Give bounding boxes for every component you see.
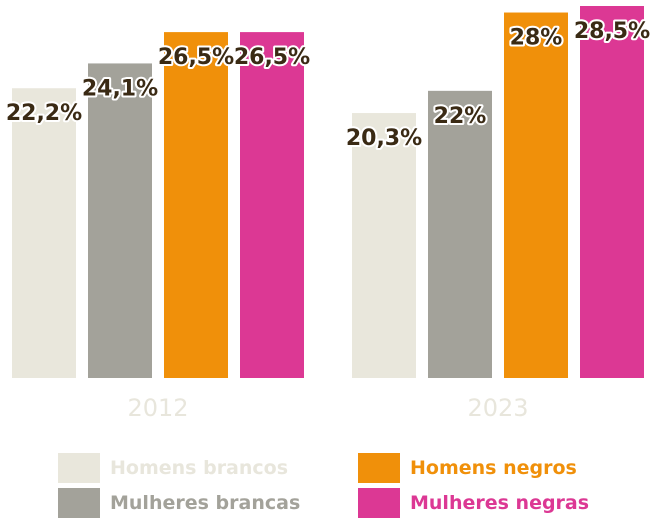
legend-label-homens-brancos: Homens brancos (110, 457, 289, 479)
legend-item-mulheres-negras: Mulheres negras (358, 488, 589, 518)
bar-mulheres-negras-2023 (580, 6, 644, 378)
legend-swatch-homens-negros (358, 453, 400, 483)
legend-label-mulheres-negras: Mulheres negras (410, 492, 590, 514)
legend-item-mulheres-brancas: Mulheres brancas (58, 488, 300, 518)
data-label-mulheres-negras-2023: 28,5% (574, 19, 650, 44)
data-label-mulheres-negras-2012: 26,5% (234, 45, 310, 70)
data-label-homens-brancos-2023: 20,3% (346, 126, 422, 151)
data-label-mulheres-brancas-2012: 24,1% (82, 76, 158, 101)
category-label-2012: 2012 (127, 394, 188, 422)
bar-mulheres-negras-2012 (240, 32, 304, 379)
bar-homens-negros-2012 (164, 32, 228, 379)
bar-homens-brancos-2023 (352, 113, 416, 378)
bar-homens-negros-2023 (504, 12, 568, 379)
legend-swatch-mulheres-brancas (58, 488, 100, 518)
legend: Homens brancos Mulheres brancas Homens n… (58, 450, 618, 520)
data-label-mulheres-brancas-2023: 22% (434, 104, 487, 129)
legend-label-homens-negros: Homens negros (410, 457, 577, 479)
data-label-homens-negros-2023: 28% (510, 26, 563, 51)
legend-item-homens-brancos: Homens brancos (58, 453, 288, 483)
category-label-2023: 2023 (467, 394, 528, 422)
data-label-homens-brancos-2012: 22,2% (6, 101, 82, 126)
legend-swatch-mulheres-negras (358, 488, 400, 518)
legend-label-mulheres-brancas: Mulheres brancas (110, 492, 301, 514)
legend-item-homens-negros: Homens negros (358, 453, 577, 483)
bar-mulheres-brancas-2023 (428, 90, 492, 378)
bar-homens-brancos-2012 (12, 88, 76, 379)
data-label-homens-negros-2012: 26,5% (158, 45, 234, 70)
bar-mulheres-brancas-2012 (88, 63, 152, 378)
legend-swatch-homens-brancos (58, 453, 100, 483)
